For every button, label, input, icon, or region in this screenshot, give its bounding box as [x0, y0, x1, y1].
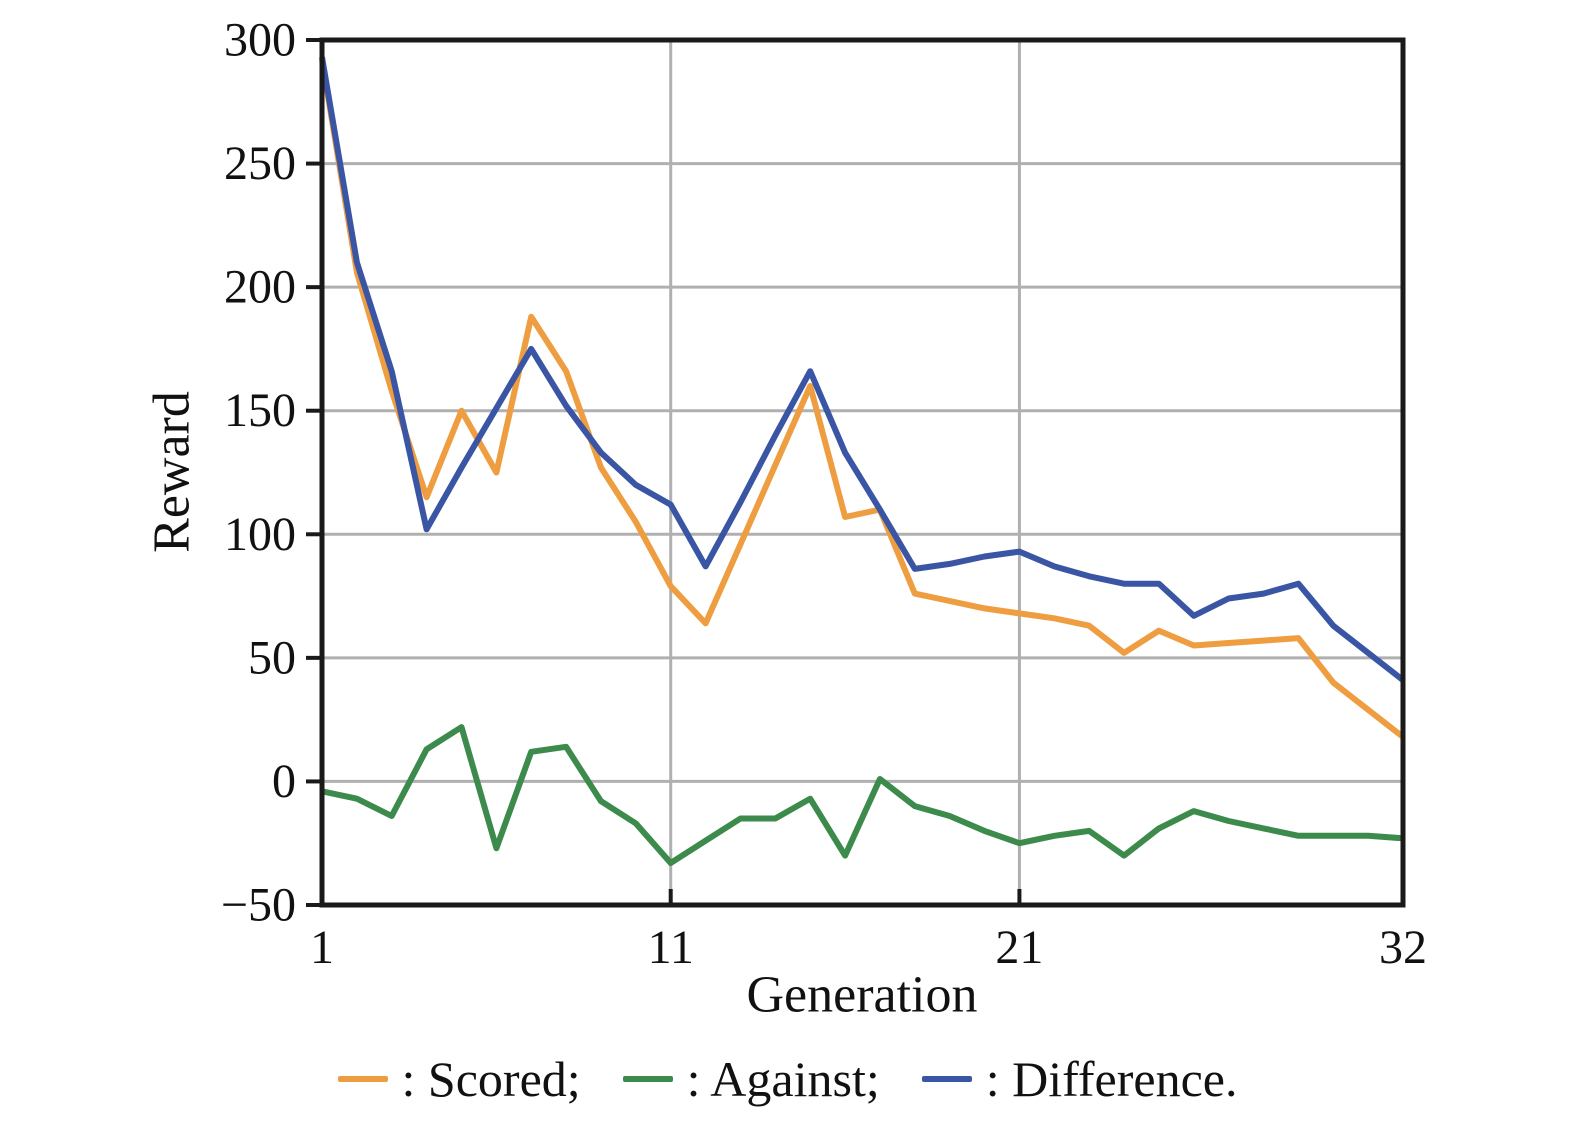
- plot-frame: [319, 37, 1406, 908]
- y-tick-label: 300: [224, 14, 296, 67]
- legend-item-scored: : Scored;: [337, 1050, 581, 1108]
- x-tick-label: 11: [648, 921, 694, 974]
- y-tick-label: 150: [224, 384, 296, 437]
- legend-label-difference: : Difference.: [985, 1051, 1238, 1107]
- x-tick-label: 32: [1379, 921, 1427, 974]
- legend: : Scored; : Against; : Difference.: [0, 1050, 1575, 1108]
- legend-label-against: : Against;: [686, 1051, 880, 1107]
- y-tick-label: 200: [224, 261, 296, 314]
- legend-item-difference: : Difference.: [921, 1050, 1238, 1108]
- legend-item-against: : Against;: [622, 1050, 880, 1108]
- x-tick-label: 1: [310, 921, 334, 974]
- x-tick-label: 21: [995, 921, 1043, 974]
- y-tick-label: 0: [272, 755, 296, 808]
- legend-line-difference-icon: [921, 1076, 972, 1082]
- y-axis-label: Reward: [143, 391, 201, 553]
- y-tick-label: 100: [224, 508, 296, 561]
- y-tick-label: 50: [248, 631, 296, 684]
- y-tick-label: 250: [224, 137, 296, 190]
- x-axis-label: Generation: [746, 966, 978, 1024]
- legend-line-against-icon: [622, 1076, 673, 1082]
- series-line-scored: [319, 59, 1405, 740]
- series-line-difference: [319, 56, 1405, 683]
- y-tick-label: −50: [221, 879, 296, 932]
- legend-line-scored-icon: [337, 1076, 388, 1082]
- legend-label-scored: : Scored;: [401, 1051, 581, 1107]
- series-line-against: [321, 724, 1404, 866]
